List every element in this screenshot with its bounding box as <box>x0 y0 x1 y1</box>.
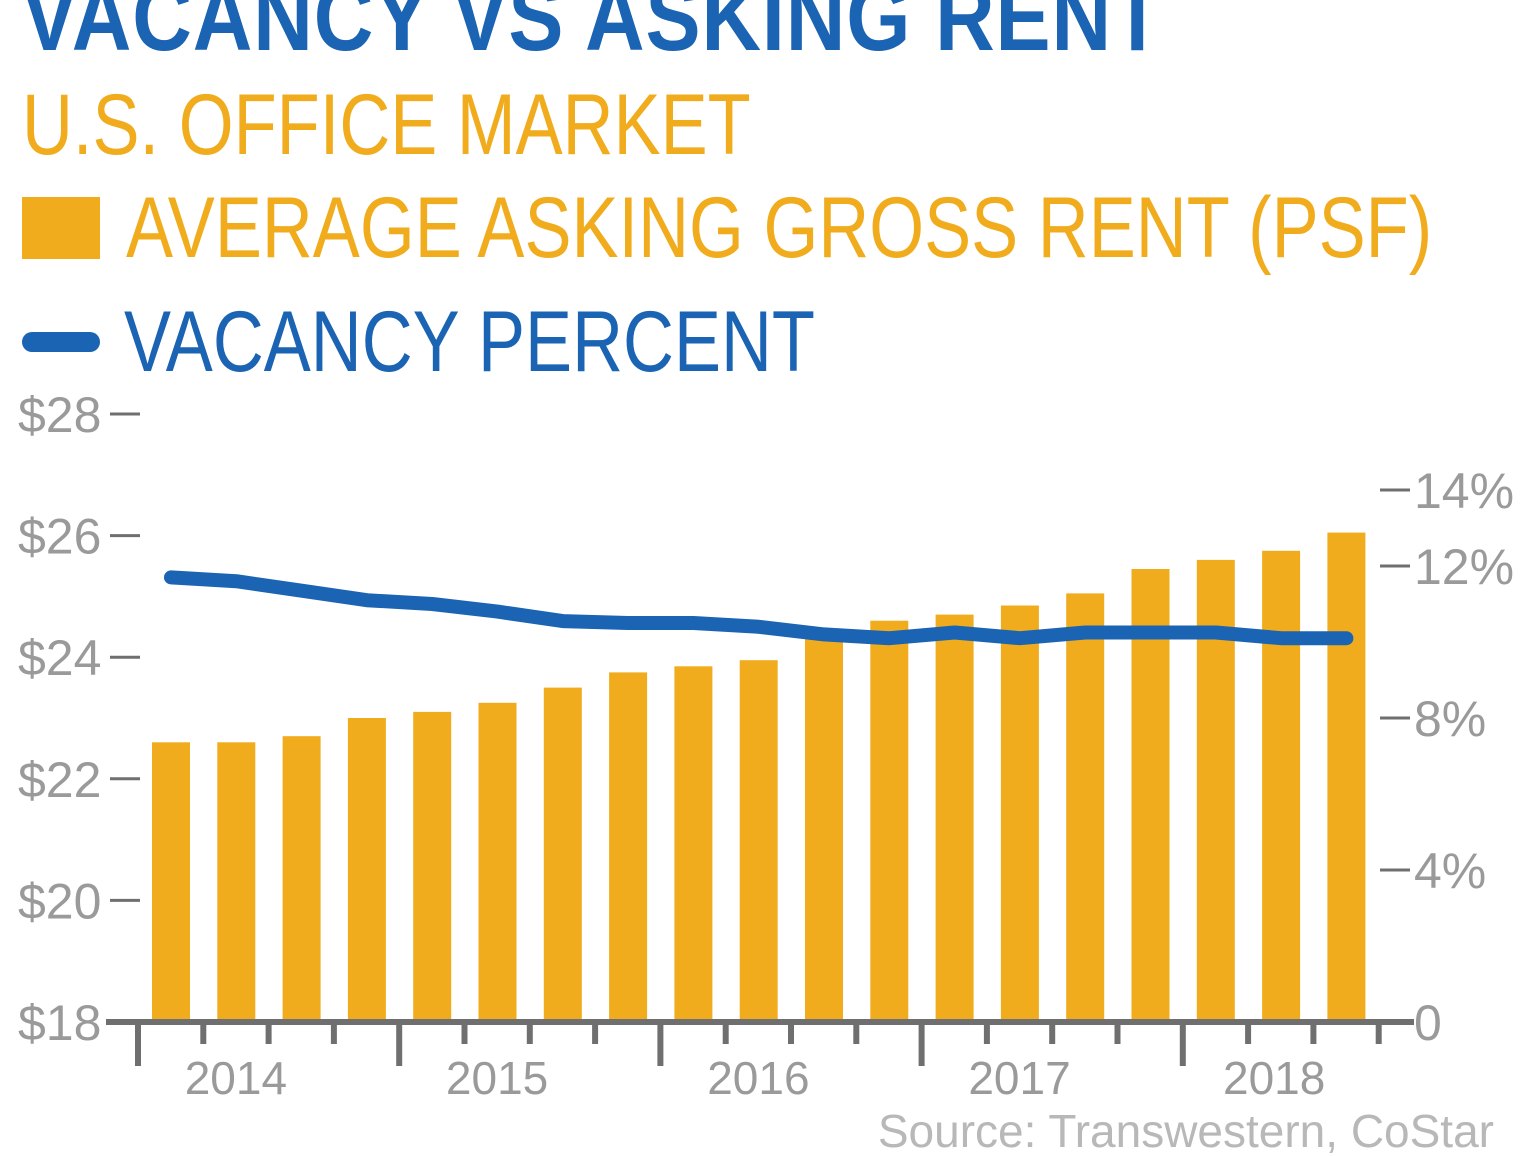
x-tick-label: 2015 <box>446 1052 548 1104</box>
y-left-tick-label: $26 <box>18 509 101 565</box>
x-tick-label: 2014 <box>185 1052 287 1104</box>
rent-swatch <box>22 197 100 259</box>
x-tick-label: 2016 <box>707 1052 809 1104</box>
rent-bar <box>674 666 713 1022</box>
y-left-tick-label: $22 <box>18 752 101 808</box>
x-tick-label: 2017 <box>968 1052 1070 1104</box>
rent-bar <box>543 687 582 1022</box>
rent-bar <box>609 672 648 1022</box>
rent-bar <box>935 614 974 1022</box>
rent-bar <box>870 620 909 1022</box>
source-note: Source: Transwestern, CoStar <box>877 1105 1494 1157</box>
legend-label-vacancy: VACANCY PERCENT <box>124 294 815 390</box>
rent-bar <box>413 711 452 1022</box>
rent-bar <box>217 742 256 1022</box>
chart-subtitle: U.S. OFFICE MARKET <box>22 77 751 173</box>
y-right-tick-label: 14% <box>1414 463 1514 519</box>
vacancy-line <box>164 570 1354 646</box>
rent-bar <box>282 736 321 1022</box>
rent-bar <box>1327 532 1366 1022</box>
legend-item-rent: AVERAGE ASKING GROSS RENT (PSF) <box>22 180 1530 276</box>
legend-item-vacancy: VACANCY PERCENT <box>22 294 967 390</box>
y-left-tick-label: $20 <box>18 873 101 929</box>
y-right-tick-label: 4% <box>1414 843 1486 899</box>
y-left-tick-label: $24 <box>18 630 101 686</box>
rent-bar <box>1262 550 1301 1022</box>
rent-bar <box>347 718 386 1022</box>
vacancy-swatch <box>22 332 100 352</box>
chart-title: VACANCY VS ASKING RENT <box>22 0 1164 71</box>
y-right-tick-label: 12% <box>1414 539 1514 595</box>
legend-label-rent: AVERAGE ASKING GROSS RENT (PSF) <box>126 180 1433 276</box>
x-tick-label: 2018 <box>1223 1052 1325 1104</box>
y-left-tick-label: $18 <box>18 995 101 1051</box>
rent-bar <box>805 632 843 1022</box>
rent-bar <box>739 660 778 1022</box>
rent-bar <box>152 742 190 1022</box>
y-left-tick-label: $28 <box>18 387 101 443</box>
rent-bar <box>1000 605 1039 1022</box>
y-right-tick-label: 0 <box>1414 995 1442 1051</box>
y-right-tick-label: 8% <box>1414 691 1486 747</box>
rent-bar <box>1131 569 1170 1022</box>
rent-bar <box>1066 593 1105 1022</box>
rent-bar <box>478 702 517 1022</box>
